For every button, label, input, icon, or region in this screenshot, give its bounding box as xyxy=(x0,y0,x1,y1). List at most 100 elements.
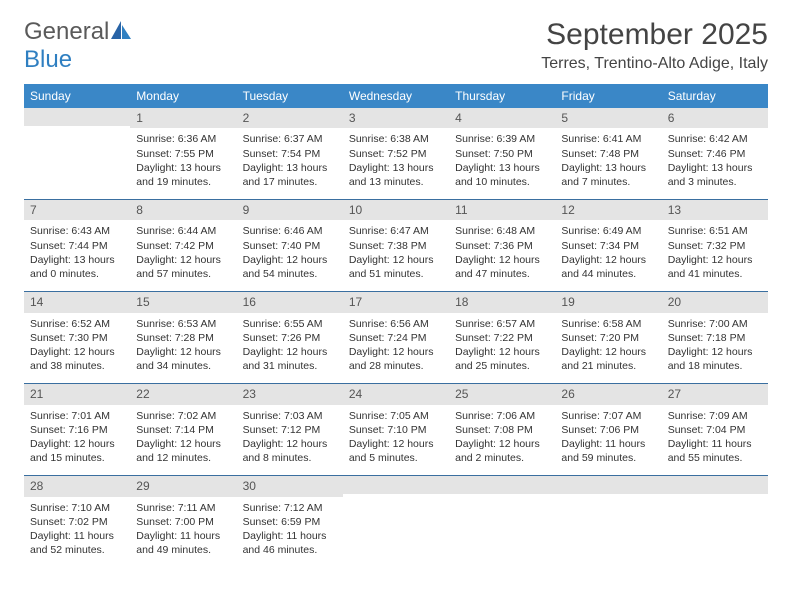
calendar-cell: 8Sunrise: 6:44 AMSunset: 7:42 PMDaylight… xyxy=(130,200,236,292)
sunrise-text: Sunrise: 7:00 AM xyxy=(668,317,762,331)
day-details: Sunrise: 6:44 AMSunset: 7:42 PMDaylight:… xyxy=(130,220,236,291)
sunrise-text: Sunrise: 7:09 AM xyxy=(668,409,762,423)
calendar-cell: 2Sunrise: 6:37 AMSunset: 7:54 PMDaylight… xyxy=(237,108,343,200)
sunrise-text: Sunrise: 7:03 AM xyxy=(243,409,337,423)
daylight-text: Daylight: 11 hours and 55 minutes. xyxy=(668,437,762,465)
day-number: 24 xyxy=(343,384,449,404)
calendar-cell: 18Sunrise: 6:57 AMSunset: 7:22 PMDayligh… xyxy=(449,292,555,384)
day-details: Sunrise: 6:56 AMSunset: 7:24 PMDaylight:… xyxy=(343,313,449,384)
page-title: September 2025 xyxy=(541,18,768,51)
sunset-text: Sunset: 7:14 PM xyxy=(136,423,230,437)
day-number: 16 xyxy=(237,292,343,312)
calendar-cell: 24Sunrise: 7:05 AMSunset: 7:10 PMDayligh… xyxy=(343,384,449,476)
sunrise-text: Sunrise: 6:44 AM xyxy=(136,224,230,238)
day-details: Sunrise: 7:12 AMSunset: 6:59 PMDaylight:… xyxy=(237,497,343,568)
day-number: 30 xyxy=(237,476,343,496)
calendar-cell: 15Sunrise: 6:53 AMSunset: 7:28 PMDayligh… xyxy=(130,292,236,384)
sunrise-text: Sunrise: 7:06 AM xyxy=(455,409,549,423)
sunrise-text: Sunrise: 6:46 AM xyxy=(243,224,337,238)
day-number: 1 xyxy=(130,108,236,128)
logo-text: General Blue xyxy=(24,18,131,74)
weekday-header: Friday xyxy=(555,84,661,108)
day-details: Sunrise: 6:39 AMSunset: 7:50 PMDaylight:… xyxy=(449,128,555,199)
sunrise-text: Sunrise: 6:55 AM xyxy=(243,317,337,331)
logo-word-blue: Blue xyxy=(24,46,72,73)
sail-icon xyxy=(111,26,131,43)
day-details: Sunrise: 7:01 AMSunset: 7:16 PMDaylight:… xyxy=(24,405,130,476)
calendar-cell: 4Sunrise: 6:39 AMSunset: 7:50 PMDaylight… xyxy=(449,108,555,200)
weekday-header: Sunday xyxy=(24,84,130,108)
weekday-header: Tuesday xyxy=(237,84,343,108)
sunset-text: Sunset: 7:30 PM xyxy=(30,331,124,345)
sunset-text: Sunset: 7:38 PM xyxy=(349,239,443,253)
sunrise-text: Sunrise: 6:47 AM xyxy=(349,224,443,238)
logo-word-general: General xyxy=(24,18,109,45)
sunrise-text: Sunrise: 7:05 AM xyxy=(349,409,443,423)
calendar-cell: 25Sunrise: 7:06 AMSunset: 7:08 PMDayligh… xyxy=(449,384,555,476)
day-details xyxy=(449,494,555,550)
sunset-text: Sunset: 7:46 PM xyxy=(668,147,762,161)
day-details: Sunrise: 6:47 AMSunset: 7:38 PMDaylight:… xyxy=(343,220,449,291)
calendar-week-row: 28Sunrise: 7:10 AMSunset: 7:02 PMDayligh… xyxy=(24,476,768,568)
location-label: Terres, Trentino-Alto Adige, Italy xyxy=(541,55,768,73)
calendar-body: 1Sunrise: 6:36 AMSunset: 7:55 PMDaylight… xyxy=(24,108,768,567)
day-details: Sunrise: 7:06 AMSunset: 7:08 PMDaylight:… xyxy=(449,405,555,476)
day-number: 27 xyxy=(662,384,768,404)
sunset-text: Sunset: 7:34 PM xyxy=(561,239,655,253)
sunrise-text: Sunrise: 6:56 AM xyxy=(349,317,443,331)
day-details: Sunrise: 6:46 AMSunset: 7:40 PMDaylight:… xyxy=(237,220,343,291)
day-details: Sunrise: 6:49 AMSunset: 7:34 PMDaylight:… xyxy=(555,220,661,291)
sunset-text: Sunset: 7:55 PM xyxy=(136,147,230,161)
daylight-text: Daylight: 12 hours and 8 minutes. xyxy=(243,437,337,465)
calendar-cell: 30Sunrise: 7:12 AMSunset: 6:59 PMDayligh… xyxy=(237,476,343,568)
sunset-text: Sunset: 7:18 PM xyxy=(668,331,762,345)
logo: General Blue xyxy=(24,18,131,74)
calendar-cell xyxy=(662,476,768,568)
sunrise-text: Sunrise: 7:10 AM xyxy=(30,501,124,515)
daylight-text: Daylight: 12 hours and 38 minutes. xyxy=(30,345,124,373)
sunset-text: Sunset: 7:02 PM xyxy=(30,515,124,529)
calendar-cell xyxy=(555,476,661,568)
day-details: Sunrise: 6:42 AMSunset: 7:46 PMDaylight:… xyxy=(662,128,768,199)
calendar-cell: 22Sunrise: 7:02 AMSunset: 7:14 PMDayligh… xyxy=(130,384,236,476)
day-details: Sunrise: 7:07 AMSunset: 7:06 PMDaylight:… xyxy=(555,405,661,476)
calendar-week-row: 21Sunrise: 7:01 AMSunset: 7:16 PMDayligh… xyxy=(24,384,768,476)
calendar-cell xyxy=(24,108,130,200)
day-details: Sunrise: 7:00 AMSunset: 7:18 PMDaylight:… xyxy=(662,313,768,384)
sunrise-text: Sunrise: 6:37 AM xyxy=(243,132,337,146)
day-details xyxy=(555,494,661,550)
calendar-cell: 28Sunrise: 7:10 AMSunset: 7:02 PMDayligh… xyxy=(24,476,130,568)
day-number: 13 xyxy=(662,200,768,220)
day-details: Sunrise: 7:03 AMSunset: 7:12 PMDaylight:… xyxy=(237,405,343,476)
weekday-header: Saturday xyxy=(662,84,768,108)
sunset-text: Sunset: 7:42 PM xyxy=(136,239,230,253)
day-number: 5 xyxy=(555,108,661,128)
sunrise-text: Sunrise: 6:41 AM xyxy=(561,132,655,146)
sunrise-text: Sunrise: 6:58 AM xyxy=(561,317,655,331)
calendar-cell: 12Sunrise: 6:49 AMSunset: 7:34 PMDayligh… xyxy=(555,200,661,292)
sunset-text: Sunset: 7:48 PM xyxy=(561,147,655,161)
calendar-cell: 27Sunrise: 7:09 AMSunset: 7:04 PMDayligh… xyxy=(662,384,768,476)
daylight-text: Daylight: 11 hours and 59 minutes. xyxy=(561,437,655,465)
calendar-cell xyxy=(449,476,555,568)
calendar-cell: 26Sunrise: 7:07 AMSunset: 7:06 PMDayligh… xyxy=(555,384,661,476)
day-details: Sunrise: 6:48 AMSunset: 7:36 PMDaylight:… xyxy=(449,220,555,291)
sunrise-text: Sunrise: 7:12 AM xyxy=(243,501,337,515)
calendar-cell: 23Sunrise: 7:03 AMSunset: 7:12 PMDayligh… xyxy=(237,384,343,476)
sunrise-text: Sunrise: 6:57 AM xyxy=(455,317,549,331)
daylight-text: Daylight: 12 hours and 31 minutes. xyxy=(243,345,337,373)
sunrise-text: Sunrise: 6:51 AM xyxy=(668,224,762,238)
sunrise-text: Sunrise: 6:48 AM xyxy=(455,224,549,238)
daylight-text: Daylight: 13 hours and 10 minutes. xyxy=(455,161,549,189)
day-number: 20 xyxy=(662,292,768,312)
day-details: Sunrise: 6:51 AMSunset: 7:32 PMDaylight:… xyxy=(662,220,768,291)
sunset-text: Sunset: 7:32 PM xyxy=(668,239,762,253)
daylight-text: Daylight: 13 hours and 13 minutes. xyxy=(349,161,443,189)
daylight-text: Daylight: 13 hours and 19 minutes. xyxy=(136,161,230,189)
daylight-text: Daylight: 11 hours and 49 minutes. xyxy=(136,529,230,557)
calendar-cell xyxy=(343,476,449,568)
sunset-text: Sunset: 7:40 PM xyxy=(243,239,337,253)
daylight-text: Daylight: 12 hours and 44 minutes. xyxy=(561,253,655,281)
day-number xyxy=(24,108,130,126)
sunrise-text: Sunrise: 6:52 AM xyxy=(30,317,124,331)
